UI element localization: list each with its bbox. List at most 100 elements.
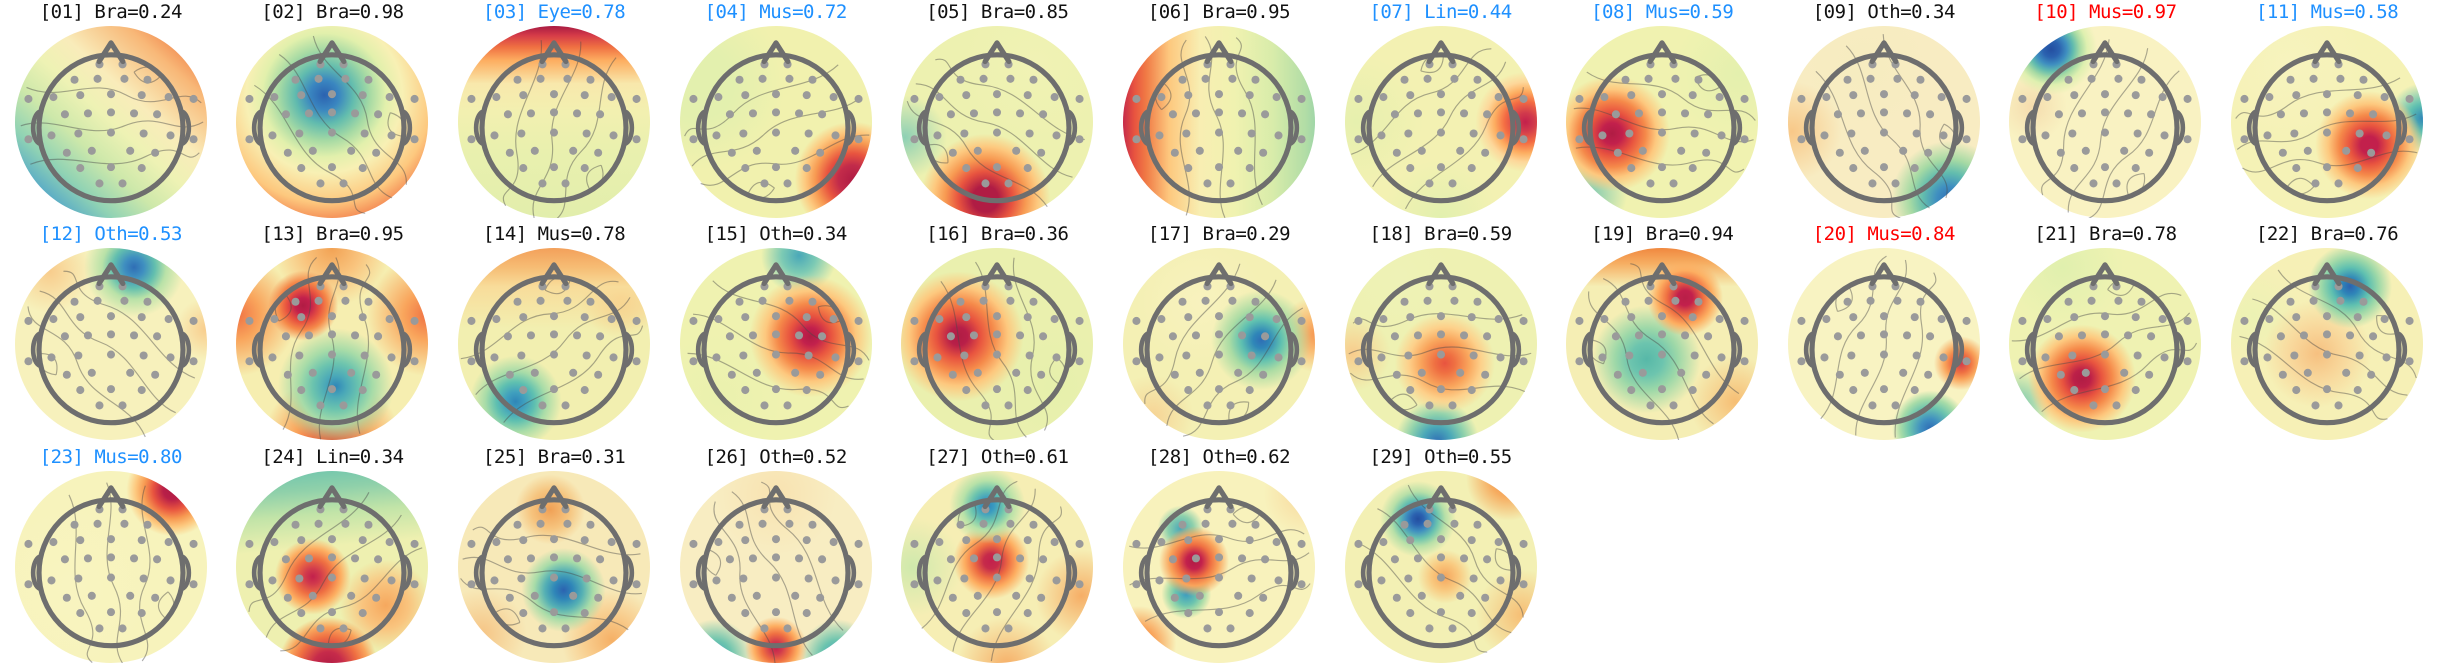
left-ear-icon [1138,109,1151,147]
ica-component-cell: [20] Mus=0.84 [1773,222,1995,444]
ica-topomap [1566,248,1759,441]
nose-icon [1869,262,1899,287]
nose-icon [1426,40,1456,65]
left-ear-icon [473,109,486,147]
nose-icon [539,484,569,509]
head-outline-icon [2030,274,2181,426]
ica-component-title: [15] Oth=0.34 [704,223,848,246]
right-ear-icon [1287,109,1300,147]
topomap-overlay [2018,39,2193,218]
ica-component-title: [20] Mus=0.84 [1812,223,1956,246]
ica-topomap [901,248,1094,441]
head-outline-icon [1144,274,1294,426]
left-ear-icon [473,553,486,591]
head-outline-icon [1365,496,1516,648]
topomap-overlay [245,35,420,214]
topomap-field [2231,26,2424,218]
topomap-field [14,470,207,663]
ica-topomap [901,470,1094,663]
right-ear-icon [400,109,413,147]
topomap-field [2009,26,2202,218]
head-outline-icon [1809,52,1959,204]
topomap-overlay [460,262,644,426]
ica-component-title: [04] Mus=0.72 [704,1,848,23]
left-ear-icon [917,109,929,147]
left-ear-icon [30,331,43,369]
ica-component-title: [21] Bra=0.78 [2034,223,2177,246]
ica-component-title: [01] Bra=0.24 [39,1,183,23]
ica-topomap [2231,248,2424,441]
contour-lines [1588,263,1740,441]
right-ear-icon [179,109,191,147]
topomap-field [1344,26,1537,218]
head-outline-icon [479,496,629,648]
sensor-dots [689,60,863,188]
topomap-field [1122,470,1315,663]
head-outline-icon [922,52,1072,204]
sensor-dots [910,282,1084,410]
nose-icon [1426,484,1456,509]
topomap-overlay [24,481,198,663]
sensor-dots [1132,504,1306,633]
sensor-dots [910,60,1084,188]
ica-topomap [1122,470,1315,663]
nose-icon [1647,262,1677,287]
topomap-field [1344,248,1537,441]
nose-icon [982,262,1012,287]
topomap-overlay [1129,484,1311,648]
left-ear-icon [917,553,929,591]
ica-topomap [1787,26,1980,218]
nose-icon [1426,262,1456,287]
topomap-overlay [1353,484,1528,653]
ica-component-cell: [11] Mus=0.58 [2216,0,2438,222]
sensor-dots [1353,504,1528,633]
ica-topomap [458,248,651,441]
ica-component-cell: [13] Bra=0.95 [222,222,444,444]
topomap-overlay [2235,40,2418,204]
ica-topomap [679,470,872,663]
ica-component-cell: [22] Bra=0.76 [2216,222,2438,444]
head-outline-icon [1365,274,1516,426]
topomap-field [679,26,872,218]
contour-lines [703,481,844,663]
ica-component-cell: [04] Mus=0.72 [665,0,887,222]
right-ear-icon [1065,109,1078,147]
topomap-field [901,248,1094,441]
left-ear-icon [2025,331,2038,369]
topomap-field [901,470,1094,663]
left-ear-icon [1138,331,1151,369]
nose-icon [761,40,791,65]
ica-component-cell: [24] Lin=0.34 [222,445,444,667]
sensor-dots [245,504,420,633]
left-ear-icon [1360,331,1373,369]
right-ear-icon [2173,109,2186,147]
left-ear-icon [252,553,265,591]
ica-topomap [458,470,651,663]
ica-topomap [1122,248,1315,441]
ica-component-title: [06] Bra=0.95 [1147,1,1291,23]
ica-component-cell: [27] Oth=0.61 [887,445,1109,667]
ica-topomap [1787,248,1980,441]
ica-component-cell: [23] Mus=0.80 [0,445,222,667]
ica-component-title: [24] Lin=0.34 [261,445,404,468]
topomap-field [236,26,429,218]
ica-component-cell: [09] Oth=0.34 [1773,0,1995,222]
nose-icon [96,262,126,287]
topomap-field [458,26,651,218]
nose-icon [96,484,126,509]
ica-component-title: [28] Oth=0.62 [1147,445,1291,468]
topomap-field [1787,26,1980,218]
head-outline-icon [36,496,186,648]
sensor-dots [467,282,641,410]
head-outline-icon [701,496,851,648]
ica-component-title: [23] Mus=0.80 [39,445,183,468]
head-outline-icon [1587,52,1737,204]
contour-lines [940,257,1066,441]
topomap-overlay [245,484,423,651]
right-ear-icon [844,553,856,591]
sensor-dots [1132,282,1306,410]
left-ear-icon [30,109,43,147]
topomap-overlay [1132,36,1306,218]
right-ear-icon [1730,109,1743,147]
